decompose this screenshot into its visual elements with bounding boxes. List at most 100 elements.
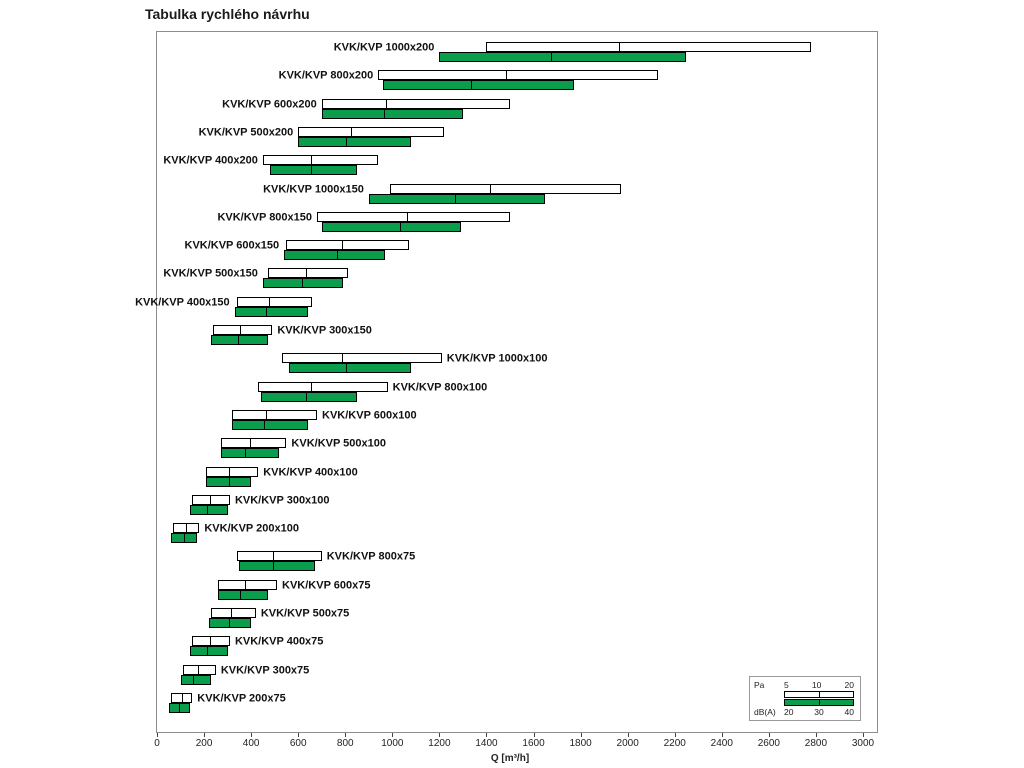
dba-range-bar xyxy=(234,306,308,317)
dba-range-bar xyxy=(168,702,190,713)
legend-pa-value-low: 5 xyxy=(784,680,789,690)
x-tick-label: 3000 xyxy=(851,738,875,749)
row-label: KVK/KVP 600x100 xyxy=(322,409,417,422)
legend-dba-label: dB(A) xyxy=(754,707,776,717)
bar-mid-divider xyxy=(306,391,308,402)
row-label: KVK/KVP 500x100 xyxy=(291,437,387,450)
bar-mid-divider xyxy=(383,108,385,119)
bar-mid-divider xyxy=(249,438,251,449)
bar-mid-divider xyxy=(197,664,199,675)
dba-range-bar xyxy=(208,618,252,628)
dba-range-bar xyxy=(269,165,358,176)
bar-mid-divider xyxy=(310,165,312,176)
chart-panel: KVK/KVP 1000x200 KVK/KVP 800x200 KVK/KVP 6… xyxy=(135,31,878,733)
x-tick-mark xyxy=(768,733,770,737)
dba-range-bar xyxy=(171,533,197,544)
x-tick-mark xyxy=(157,733,158,737)
x-tick-mark xyxy=(298,733,300,737)
bar-mid-divider xyxy=(186,523,188,534)
dba-range-bar xyxy=(211,335,268,345)
dba-range-bar xyxy=(321,108,463,119)
bar-mid-divider xyxy=(240,325,242,335)
x-tick-mark xyxy=(204,733,206,737)
pa-range-bar xyxy=(218,579,277,590)
dba-range-bar xyxy=(220,448,280,459)
bar-mid-divider xyxy=(470,80,472,91)
pa-range-bar xyxy=(267,268,348,279)
dba-range-bar xyxy=(189,646,228,657)
legend-pa-bar-divider xyxy=(819,691,820,698)
pa-range-bar xyxy=(211,608,256,618)
dba-range-bar xyxy=(298,136,412,147)
dba-range-bar xyxy=(180,674,212,685)
bar-mid-divider xyxy=(179,702,181,713)
x-tick-label: 1600 xyxy=(522,738,545,749)
x-tick-mark xyxy=(721,733,723,737)
bar-mid-divider xyxy=(209,494,211,505)
row-label: KVK/KVP 1000x100 xyxy=(446,352,548,365)
x-tick-label: 600 xyxy=(289,738,307,749)
row-label: KVK/KVP 400x200 xyxy=(163,154,258,167)
bar-mid-divider xyxy=(238,335,239,345)
dba-range-bar xyxy=(218,589,268,600)
legend-dba-value-high: 40 xyxy=(844,707,854,717)
dba-range-bar xyxy=(368,193,546,204)
pa-range-bar xyxy=(171,692,193,703)
bar-mid-divider xyxy=(245,448,247,459)
x-tick-mark xyxy=(815,733,817,737)
row-label: KVK/KVP 300x100 xyxy=(234,494,330,507)
legend-pa-value-high: 20 xyxy=(844,680,854,690)
bar-mid-divider xyxy=(454,193,456,204)
pa-range-bar xyxy=(237,551,322,562)
dba-range-bar xyxy=(288,363,412,374)
bar-mid-divider xyxy=(268,296,270,307)
bar-mid-divider xyxy=(266,409,268,420)
row-label: KVK/KVP 200x100 xyxy=(204,522,299,535)
row-label: KVK/KVP 600x200 xyxy=(222,98,317,111)
dba-range-bar xyxy=(439,52,687,62)
x-tick-label: 800 xyxy=(336,738,354,749)
bar-mid-divider xyxy=(306,268,308,279)
row-label: KVK/KVP 500x75 xyxy=(260,607,350,620)
bar-mid-divider xyxy=(341,353,343,364)
bar-mid-divider xyxy=(386,98,388,109)
legend: Pa 5 10 20 dB(A) 20 30 40 xyxy=(749,676,861,721)
dba-range-bar xyxy=(262,278,343,289)
row-label: KVK/KVP 800x100 xyxy=(392,381,488,394)
x-tick-mark xyxy=(533,733,535,737)
row-label: KVK/KVP 1000x200 xyxy=(333,41,435,54)
row-label: KVK/KVP 800x200 xyxy=(278,69,374,82)
bar-mid-divider xyxy=(273,551,275,562)
x-tick-mark xyxy=(486,733,488,737)
row-label: KVK/KVP 400x75 xyxy=(234,635,324,648)
x-tick-label: 0 xyxy=(154,738,160,749)
x-tick-label: 2600 xyxy=(757,738,780,749)
x-tick-label: 1000 xyxy=(381,738,404,749)
pa-range-bar xyxy=(182,664,216,675)
pa-range-bar xyxy=(206,466,259,477)
dba-range-bar xyxy=(284,250,386,261)
bar-mid-divider xyxy=(619,42,621,52)
x-tick-label: 400 xyxy=(242,738,260,749)
pa-range-bar xyxy=(192,636,230,647)
bar-mid-divider xyxy=(336,250,338,261)
pa-range-bar xyxy=(389,183,621,194)
legend-dba-bar-divider xyxy=(819,699,820,706)
legend-pa-values: 5 10 20 xyxy=(784,680,854,690)
pa-range-bar xyxy=(286,240,409,251)
bar-mid-divider xyxy=(489,183,491,194)
bar-mid-divider xyxy=(183,533,185,544)
x-tick-label: 2200 xyxy=(663,738,686,749)
row-label: KVK/KVP 400x150 xyxy=(135,296,230,309)
x-tick-label: 200 xyxy=(195,738,213,749)
pa-range-bar xyxy=(317,211,510,222)
bar-mid-divider xyxy=(341,240,343,251)
legend-dba-bar xyxy=(784,699,854,706)
bar-mid-divider xyxy=(228,618,230,628)
pa-range-bar xyxy=(258,381,388,392)
pa-range-bar xyxy=(237,296,313,307)
x-tick-mark xyxy=(674,733,676,737)
x-tick-mark xyxy=(627,733,629,737)
x-tick-mark xyxy=(345,733,347,737)
